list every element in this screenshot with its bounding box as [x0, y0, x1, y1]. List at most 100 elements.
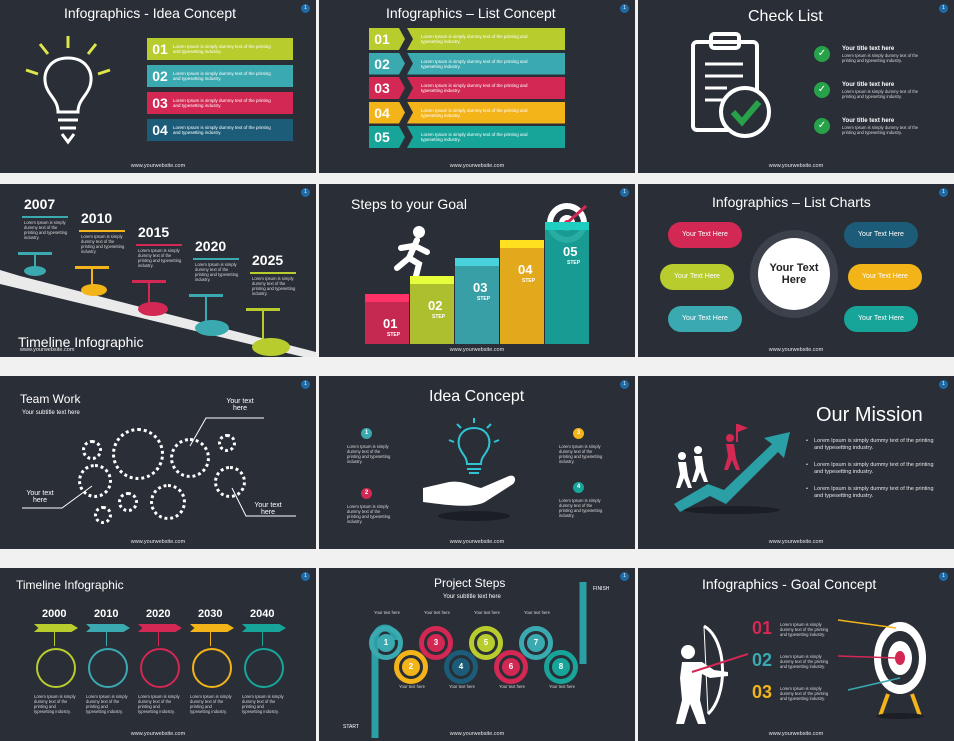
slide-goal-concept[interactable]: 1 Infographics - Goal Concept 01 Lorem Ip… — [638, 568, 954, 741]
bullet-item: • Lorem Ipsum is simply dummy text of the… — [806, 438, 944, 452]
slide-number-badge: 1 — [939, 380, 948, 389]
callout-label: Your text here — [226, 398, 254, 412]
step-number: 8 — [552, 658, 570, 676]
gear-icon — [94, 506, 112, 524]
year-arrow — [86, 624, 130, 632]
step-number: 01 — [383, 316, 398, 331]
step-number: 02 — [428, 298, 443, 313]
step-label: Your text here — [499, 684, 525, 689]
slide-number-badge: 1 — [301, 188, 310, 197]
year-text: Lorem Ipsum is simply dummy text of the … — [252, 276, 296, 296]
stem — [54, 632, 55, 646]
running-person-icon — [394, 226, 430, 283]
bar-text: Lorem Ipsum is simply dummy text of the … — [173, 44, 271, 54]
stem — [106, 632, 107, 646]
step-ring — [444, 650, 478, 684]
slide-timeline-2[interactable]: 1 Timeline Infographic 2000 Lorem Ipsum i… — [0, 568, 316, 741]
bullet-dot: • — [806, 486, 808, 492]
year-label: 2025 — [252, 252, 284, 268]
item-text: Lorem Ipsum is simply dummy text of the … — [842, 53, 919, 63]
bullet-item: • Lorem Ipsum is simply dummy text of the… — [806, 462, 944, 476]
slide-our-mission[interactable]: 1 Our Mission • Lorem Ipsum is simply dum… — [638, 376, 954, 549]
footer-url: www.yourwebsite.com — [449, 539, 505, 545]
year-arrow — [138, 624, 182, 632]
slide-title: Idea Concept — [429, 388, 525, 405]
pole — [246, 308, 280, 311]
slide-idea-concept-2[interactable]: 1 Idea Concept 1 Lorem Ipsum is simply du… — [319, 376, 635, 549]
slide-check-list[interactable]: 1 Check List ✓ Your title text here Lorem … — [638, 0, 954, 173]
list-bar-body: Lorem Ipsum is simply dummy text of the … — [407, 52, 565, 75]
goal-number: 03 — [752, 682, 773, 702]
list-bar: 03 Lorem Ipsum is simply dummy text of th… — [147, 92, 293, 114]
step-number: 3 — [427, 634, 445, 652]
step-label: Your text here — [399, 684, 425, 689]
year-arrow — [34, 624, 78, 632]
slide-title: Timeline Infographic — [16, 578, 124, 592]
archer-icon — [676, 624, 748, 724]
slide-number-badge: 1 — [620, 188, 629, 197]
text-bubble: Your Text Here — [668, 306, 742, 332]
step-number: 2 — [402, 658, 420, 676]
step-ring — [469, 626, 503, 660]
slide-number-badge: 1 — [301, 572, 310, 581]
step-label: Your text here — [524, 610, 550, 615]
number-dot: 2 — [361, 488, 372, 499]
step-label: STEP — [567, 260, 581, 266]
number-dot: 1 — [361, 428, 372, 439]
year-arrow — [242, 624, 286, 632]
footer-url: www.yourwebsite.com — [768, 163, 824, 169]
step-label: STEP — [432, 314, 446, 320]
pin-dot — [252, 338, 290, 356]
slide-title: Our Mission — [816, 404, 923, 426]
bar-number: 01 — [152, 41, 168, 57]
number-dot: 4 — [573, 482, 584, 493]
step-ring — [369, 626, 403, 660]
bar-text: Lorem Ipsum is simply dummy text of the … — [421, 107, 528, 118]
slide-timeline-1[interactable]: 1 2007 Lorem Ipsum is simply dummy text o… — [0, 184, 316, 357]
year-text: Lorem Ipsum is simply dummy text of the … — [138, 694, 180, 714]
step-label: Your text here — [424, 610, 450, 615]
text-bubble: Your Text Here — [660, 264, 734, 290]
bar-text: Lorem Ipsum is simply dummy text of the … — [421, 34, 528, 44]
slide-title: Infographics – List Charts — [712, 194, 871, 210]
pin-dot — [24, 266, 46, 276]
growth-arrow-people-icon — [674, 424, 790, 514]
year-text: Lorem Ipsum is simply dummy text of the … — [195, 262, 239, 282]
center-circle: Your Text Here — [758, 238, 830, 310]
item-title: Your title text here — [842, 82, 895, 88]
start-label: START — [343, 724, 359, 730]
bar-text: Lorem Ipsum is simply dummy text of the … — [421, 58, 528, 69]
list-bar-body: Lorem Ipsum is simply dummy text of the … — [407, 101, 565, 124]
step-number: 04 — [518, 262, 533, 277]
footer-url: www.yourwebsite.com — [130, 163, 186, 169]
slide-list-charts[interactable]: 1 Infographics – List Charts Your Text H… — [638, 184, 954, 357]
slide-list-concept[interactable]: 1 Infographics – List Concept 01 Lorem Ip… — [319, 0, 635, 173]
slide-number-badge: 1 — [301, 380, 310, 389]
slide-idea-concept[interactable]: 1 Infographics - Idea Concept 01 Lorem Ip… — [0, 0, 316, 173]
bullet-dot: • — [806, 438, 808, 444]
slide-title: Infographics - Idea Concept — [64, 5, 236, 21]
item-text: Lorem Ipsum is simply dummy text of the … — [347, 444, 391, 464]
year-label: 2015 — [138, 224, 170, 240]
text-bubble: Your Text Here — [668, 222, 742, 248]
year-label: 2010 — [94, 608, 119, 620]
list-bar: 02 Lorem Ipsum is simply dummy text of th… — [147, 65, 293, 87]
arrow-lines — [837, 619, 901, 691]
step-block — [545, 230, 589, 344]
bar-text: Lorem Ipsum is simply dummy text of the … — [173, 125, 271, 135]
gear-icon — [112, 428, 164, 480]
slide-project-steps[interactable]: 1 Project Steps Your subtitle text here … — [319, 568, 635, 741]
stem — [262, 632, 263, 646]
slide-team-work[interactable]: 1 Team Work Your subtitle text here Your… — [0, 376, 316, 549]
step-top — [410, 276, 454, 284]
step-ring — [494, 650, 528, 684]
pin-dot — [138, 302, 168, 316]
step-label: Your text here — [549, 684, 575, 689]
stem — [210, 632, 211, 646]
slide-steps-goal[interactable]: 1 Steps to your Goal 01 STEP 02 STEP 03 STEP 0… — [319, 184, 635, 357]
list-bar-body: Lorem Ipsum is simply dummy text of the … — [407, 126, 565, 148]
list-bar: 05 — [369, 126, 405, 148]
year-text: Lorem Ipsum is simply dummy text of the … — [34, 694, 76, 714]
step-ring — [394, 650, 428, 684]
list-bar-body: Lorem Ipsum is simply dummy text of the … — [407, 28, 565, 50]
